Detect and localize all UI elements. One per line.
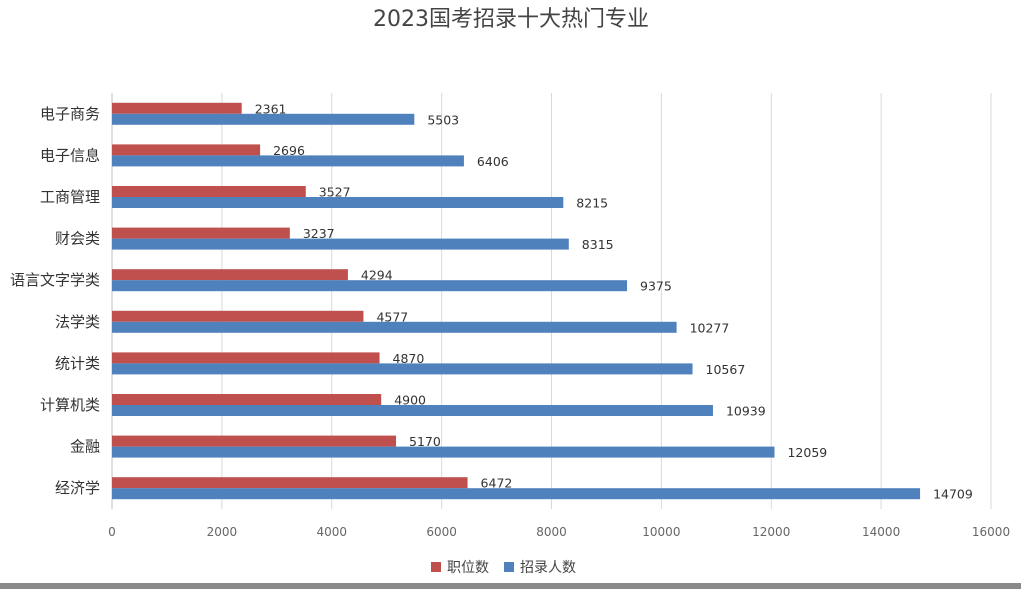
category-label: 语言文字学类 bbox=[10, 271, 100, 289]
value-label-positions: 2696 bbox=[273, 143, 305, 158]
value-label-positions: 5170 bbox=[409, 434, 441, 449]
bar-positions bbox=[112, 186, 306, 197]
value-label-positions: 4577 bbox=[376, 309, 408, 324]
bar-recruits bbox=[112, 321, 677, 333]
x-tick-label: 6000 bbox=[426, 525, 457, 539]
category-label: 金融 bbox=[70, 438, 100, 456]
bar-recruits bbox=[112, 363, 693, 375]
value-label-recruits: 5503 bbox=[427, 112, 459, 127]
bar-positions bbox=[112, 477, 468, 489]
value-label-recruits: 10567 bbox=[706, 362, 746, 377]
bar-recruits bbox=[112, 446, 775, 458]
x-axis-ticks: 0 2000 4000 6000 8000 10000 12000 14000 16000 bbox=[108, 525, 1010, 539]
x-tick-label: 16000 bbox=[972, 525, 1010, 539]
value-label-recruits: 8315 bbox=[582, 237, 614, 252]
value-label-positions: 4870 bbox=[393, 351, 425, 366]
x-tick-label: 12000 bbox=[752, 525, 790, 539]
chart-title: 2023国考招录十大热门专业 bbox=[373, 7, 649, 32]
value-label-recruits: 12059 bbox=[787, 445, 827, 460]
value-label-positions: 4900 bbox=[394, 393, 426, 408]
bars: 2361 5503 2696 6406 3527 8215 3237 8315 4294 9375… bbox=[112, 101, 973, 502]
value-label-recruits: 9375 bbox=[640, 279, 672, 294]
bar-recruits bbox=[112, 405, 713, 416]
value-label-positions: 4294 bbox=[361, 268, 393, 283]
bar-recruits bbox=[112, 280, 628, 292]
bar-positions bbox=[112, 227, 290, 239]
value-label-positions: 3527 bbox=[319, 185, 351, 200]
value-label-recruits: 10939 bbox=[726, 404, 766, 419]
x-tick-label: 4000 bbox=[316, 525, 347, 539]
category-label: 电子信息 bbox=[40, 146, 100, 164]
bar-recruits bbox=[112, 155, 464, 167]
category-label: 财会类 bbox=[55, 230, 100, 248]
bar-positions bbox=[112, 269, 348, 281]
bar-recruits bbox=[112, 113, 415, 125]
category-label: 计算机类 bbox=[40, 396, 100, 414]
bar-positions bbox=[112, 144, 261, 156]
value-label-positions: 6472 bbox=[481, 476, 513, 491]
bar-positions bbox=[112, 310, 364, 322]
bar-recruits bbox=[112, 488, 921, 500]
bottom-edge bbox=[0, 583, 1021, 589]
bar-recruits bbox=[112, 238, 569, 250]
legend-label: 职位数 bbox=[447, 560, 489, 576]
x-tick-label: 8000 bbox=[536, 525, 567, 539]
bar-positions bbox=[112, 435, 397, 447]
x-tick-label: 0 bbox=[108, 525, 116, 539]
category-label: 经济学 bbox=[55, 479, 100, 497]
bar-recruits bbox=[112, 197, 564, 208]
value-label-recruits: 6406 bbox=[477, 154, 509, 169]
legend: 职位数 招录人数 bbox=[431, 560, 576, 576]
bar-positions bbox=[112, 352, 380, 364]
bar-positions bbox=[112, 394, 382, 405]
category-label: 工商管理 bbox=[40, 188, 100, 206]
legend-swatch bbox=[504, 562, 514, 572]
value-label-positions: 2361 bbox=[255, 101, 287, 116]
category-label: 法学类 bbox=[55, 313, 100, 331]
legend-swatch bbox=[431, 562, 441, 572]
x-tick-label: 2000 bbox=[207, 525, 238, 539]
value-label-positions: 3237 bbox=[303, 226, 335, 241]
value-label-recruits: 8215 bbox=[576, 196, 608, 211]
bar-positions bbox=[112, 102, 242, 114]
value-label-recruits: 10277 bbox=[690, 320, 730, 335]
category-label: 统计类 bbox=[55, 354, 100, 372]
x-tick-label: 14000 bbox=[862, 525, 900, 539]
x-tick-label: 10000 bbox=[642, 525, 680, 539]
legend-label: 招录人数 bbox=[520, 560, 576, 576]
value-label-recruits: 14709 bbox=[933, 487, 973, 502]
category-label: 电子商务 bbox=[40, 105, 100, 123]
